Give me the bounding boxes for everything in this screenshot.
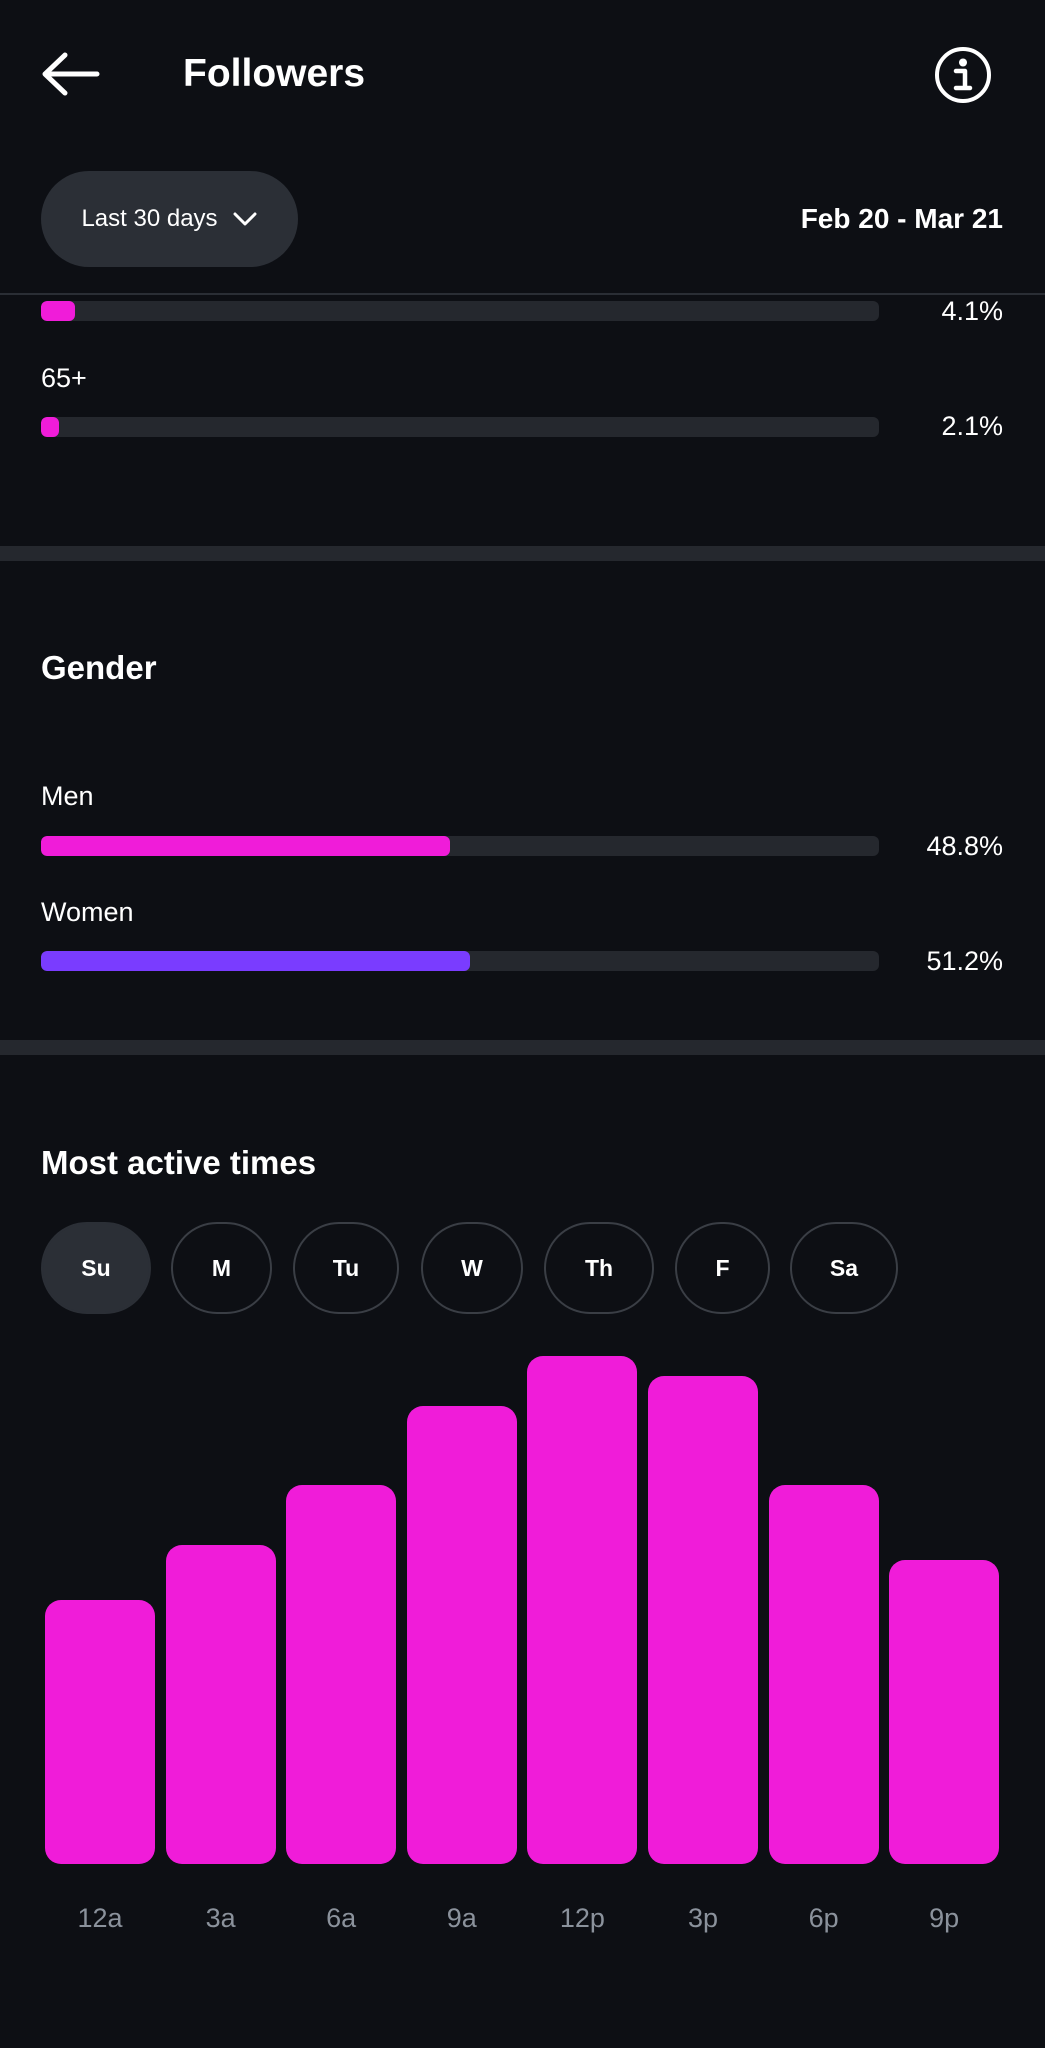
- arrow-left-icon: [42, 52, 100, 96]
- gender-bar-track: [41, 951, 879, 971]
- day-tab-tu[interactable]: Tu: [293, 1222, 399, 1314]
- day-tab-su[interactable]: Su: [41, 1222, 151, 1314]
- back-button[interactable]: [36, 46, 106, 102]
- info-button[interactable]: [932, 44, 994, 106]
- age-percent: 2.1%: [941, 411, 1003, 441]
- chart-bar-12a: [45, 1600, 155, 1864]
- x-tick-label: 12a: [77, 1903, 123, 1933]
- age-percent: 4.1%: [941, 296, 1003, 326]
- chart-bar-12p: [527, 1356, 638, 1864]
- x-tick-label: 6p: [808, 1903, 839, 1933]
- x-tick-label: 3a: [205, 1903, 236, 1933]
- day-tab-sa[interactable]: Sa: [790, 1222, 898, 1314]
- date-range-dropdown-label: Last 30 days: [81, 205, 218, 232]
- x-tick-label: 9p: [929, 1903, 960, 1933]
- gender-bar-fill-men: [41, 836, 450, 856]
- x-tick-label: 9a: [446, 1903, 477, 1933]
- age-bar-fill: [41, 417, 59, 437]
- gender-bar-track: [41, 836, 879, 856]
- gender-label-men: Men: [41, 781, 94, 811]
- header-divider: [0, 293, 1045, 295]
- chart-bar-6a: [286, 1485, 397, 1864]
- chart-bar-3p: [648, 1375, 758, 1864]
- active-times-title: Most active times: [41, 1144, 317, 1181]
- gender-percent-women: 51.2%: [926, 946, 1003, 976]
- chart-bar-6p: [768, 1485, 879, 1864]
- chart-bar-3a: [165, 1545, 276, 1864]
- gender-title: Gender: [41, 649, 157, 686]
- date-range-dropdown[interactable]: Last 30 days: [41, 171, 298, 267]
- gender-label-women: Women: [41, 897, 134, 927]
- day-tab-m[interactable]: M: [171, 1222, 272, 1314]
- age-bar-track: [41, 301, 879, 321]
- age-bar-fill: [41, 301, 76, 321]
- info-circle-icon: [935, 47, 991, 103]
- chevron-down-icon: [233, 212, 257, 226]
- age-bar-track: [41, 417, 879, 437]
- x-tick-label: 6a: [326, 1903, 357, 1933]
- day-tab-th[interactable]: Th: [544, 1222, 654, 1314]
- age-label-65-plus: 65+: [41, 363, 87, 393]
- chart-bar-9a: [406, 1405, 517, 1864]
- day-tab-f[interactable]: F: [675, 1222, 770, 1314]
- section-separator: [0, 546, 1045, 561]
- x-tick-label: 12p: [559, 1903, 605, 1933]
- gender-bar-fill-women: [41, 951, 471, 971]
- date-range-text: Feb 20 - Mar 21: [800, 203, 1003, 234]
- x-tick-label: 3p: [687, 1903, 719, 1933]
- section-separator: [0, 1040, 1045, 1055]
- day-tab-w[interactable]: W: [421, 1222, 523, 1314]
- page-title: Followers: [183, 52, 366, 95]
- chart-bar-9p: [889, 1560, 1000, 1864]
- gender-percent-men: 48.8%: [926, 831, 1003, 861]
